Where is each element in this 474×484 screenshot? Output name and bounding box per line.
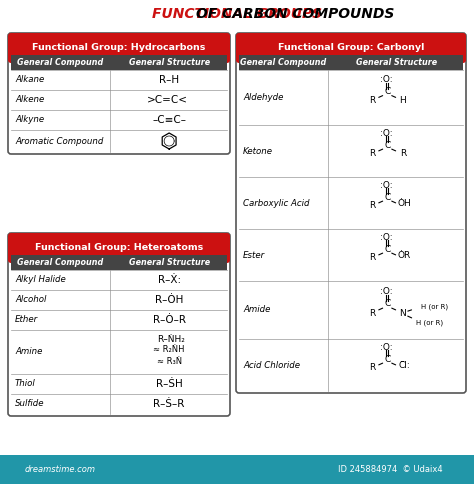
Text: C: C	[384, 193, 390, 201]
Text: Ester: Ester	[243, 251, 265, 259]
Text: Acid Chloride: Acid Chloride	[243, 361, 300, 369]
Text: H (or R): H (or R)	[416, 320, 443, 326]
Text: N: N	[399, 308, 406, 318]
FancyBboxPatch shape	[236, 33, 466, 63]
Text: Ketone: Ketone	[243, 147, 273, 155]
Bar	[11, 49, 227, 62]
Text: ≈ R₃Ṅ: ≈ R₃Ṅ	[156, 357, 182, 365]
Text: R–ȮH: R–ȮH	[155, 295, 183, 305]
Text: R: R	[369, 308, 375, 318]
Text: OF CARBON COMPOUNDS: OF CARBON COMPOUNDS	[79, 7, 395, 21]
Text: H: H	[399, 96, 406, 105]
Text: Aldehyde: Aldehyde	[243, 93, 283, 102]
Text: Alkane: Alkane	[15, 76, 44, 85]
Text: :O:: :O:	[380, 181, 392, 190]
Text: R–Ṡ–R: R–Ṡ–R	[154, 399, 185, 409]
Text: Ether: Ether	[15, 316, 38, 324]
Text: FUNCTIONAL GROUPS: FUNCTIONAL GROUPS	[152, 7, 322, 21]
FancyBboxPatch shape	[8, 233, 230, 263]
Text: R: R	[369, 96, 375, 105]
Text: General Structure: General Structure	[128, 258, 210, 267]
Text: H (or R): H (or R)	[421, 304, 448, 310]
Bar	[11, 249, 227, 262]
Text: C: C	[384, 354, 390, 363]
Bar	[0, 455, 474, 484]
Text: Alkene: Alkene	[15, 95, 44, 105]
Text: >C=C<: >C=C<	[146, 95, 188, 105]
Text: Functional Group: Heteroatoms: Functional Group: Heteroatoms	[35, 242, 203, 252]
Text: ID 245884974  © Udaix4: ID 245884974 © Udaix4	[337, 465, 442, 473]
Text: Aromatic Compound: Aromatic Compound	[15, 136, 103, 146]
Text: Alkyl Halide: Alkyl Halide	[15, 275, 66, 285]
Text: :O:: :O:	[380, 343, 392, 351]
Text: ȮH: ȮH	[397, 199, 411, 209]
Text: C: C	[384, 140, 390, 150]
Text: General Compound: General Compound	[17, 258, 103, 267]
Text: Thiol: Thiol	[15, 379, 36, 389]
Text: :O:: :O:	[380, 287, 392, 297]
Text: General Structure: General Structure	[128, 58, 210, 67]
Text: R: R	[369, 254, 375, 262]
Text: C: C	[384, 87, 390, 96]
Text: C: C	[384, 244, 390, 254]
Text: General Compound: General Compound	[240, 58, 326, 67]
Text: Alkyne: Alkyne	[15, 116, 44, 124]
Text: Sulfide: Sulfide	[15, 399, 45, 408]
Text: dreamstime.com: dreamstime.com	[25, 465, 95, 473]
Text: General Compound: General Compound	[17, 58, 103, 67]
Text: ȮR: ȮR	[398, 252, 411, 260]
Text: :O:: :O:	[380, 75, 392, 84]
Text: R–Ȯ–R: R–Ȯ–R	[153, 315, 186, 325]
Text: R–H: R–H	[159, 75, 179, 85]
Bar	[239, 55, 463, 70]
Text: Functional Group: Carbonyl: Functional Group: Carbonyl	[278, 43, 424, 51]
Text: ≈ R₂ṄH: ≈ R₂ṄH	[154, 346, 185, 354]
Text: R: R	[369, 201, 375, 211]
Text: :O:: :O:	[380, 128, 392, 137]
Bar	[11, 255, 227, 270]
Text: Amide: Amide	[243, 305, 270, 315]
Text: Functional Group: Hydrocarbons: Functional Group: Hydrocarbons	[32, 43, 206, 51]
Text: R: R	[369, 363, 375, 373]
Text: General Structure: General Structure	[356, 58, 437, 67]
Text: –C≡C–: –C≡C–	[152, 115, 186, 125]
Text: R–ṄH₂: R–ṄH₂	[157, 334, 185, 344]
Text: :O:: :O:	[380, 232, 392, 242]
Text: R: R	[400, 150, 406, 158]
FancyBboxPatch shape	[8, 233, 230, 416]
Text: R–ṠH: R–ṠH	[156, 379, 182, 389]
Bar	[11, 55, 227, 70]
Text: Alcohol: Alcohol	[15, 296, 46, 304]
FancyBboxPatch shape	[236, 33, 466, 393]
Text: C̈l:: C̈l:	[398, 362, 410, 370]
Text: C: C	[384, 300, 390, 308]
Text: R–Ẋ:: R–Ẋ:	[157, 275, 181, 285]
Text: Carboxylic Acid: Carboxylic Acid	[243, 198, 310, 208]
Bar	[239, 49, 463, 62]
FancyBboxPatch shape	[8, 33, 230, 63]
Text: R: R	[369, 150, 375, 158]
FancyBboxPatch shape	[8, 33, 230, 154]
Text: Amine: Amine	[15, 348, 42, 357]
